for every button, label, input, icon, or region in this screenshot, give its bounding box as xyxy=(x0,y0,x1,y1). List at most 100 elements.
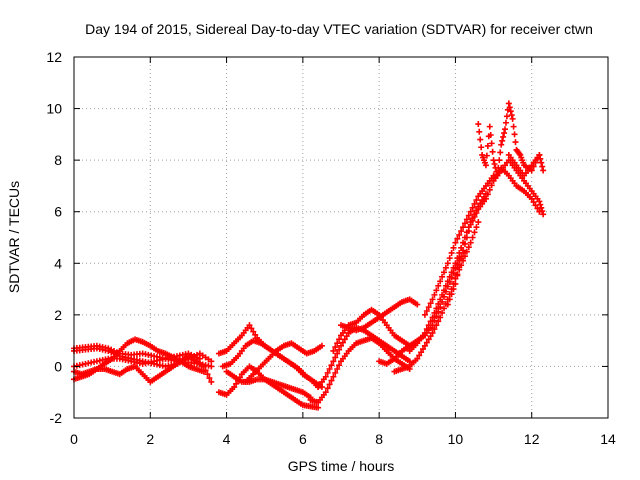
data-point xyxy=(498,141,505,148)
data-point xyxy=(431,309,438,316)
y-axis-label: SDTVAR / TECUs xyxy=(6,181,22,293)
data-point xyxy=(233,380,240,387)
data-point xyxy=(505,100,512,107)
data-point xyxy=(454,235,461,242)
data-point xyxy=(425,304,432,311)
data-point xyxy=(450,244,457,251)
data-point xyxy=(491,161,498,168)
data-point xyxy=(490,157,497,164)
data-point xyxy=(456,249,463,256)
data-point xyxy=(336,362,343,369)
data-point xyxy=(324,369,331,376)
data-point xyxy=(539,208,546,215)
data-point xyxy=(488,140,495,147)
x-tick-label: 8 xyxy=(375,431,383,447)
data-point xyxy=(452,260,459,267)
data-point xyxy=(431,326,438,333)
series-track-8 xyxy=(219,337,325,391)
data-point xyxy=(425,322,432,329)
data-point xyxy=(414,355,421,362)
data-point xyxy=(334,340,341,347)
data-point xyxy=(423,326,430,333)
data-point xyxy=(200,363,207,370)
data-point xyxy=(433,322,440,329)
data-point xyxy=(250,328,257,335)
data-point xyxy=(467,239,474,246)
data-point xyxy=(322,389,329,396)
data-point xyxy=(341,336,348,343)
data-point xyxy=(322,373,329,380)
data-point xyxy=(528,195,535,202)
data-point xyxy=(538,159,545,166)
data-point xyxy=(446,296,453,303)
data-point xyxy=(420,346,427,353)
x-tick-label: 14 xyxy=(600,431,616,447)
data-point xyxy=(421,311,428,318)
data-point xyxy=(427,300,434,307)
data-point xyxy=(315,404,322,411)
data-point xyxy=(465,244,472,251)
data-point xyxy=(456,231,463,238)
data-point xyxy=(509,115,516,122)
series-track-10 xyxy=(223,368,314,401)
data-point xyxy=(231,384,238,391)
data-point xyxy=(429,296,436,303)
data-point xyxy=(448,269,455,276)
data-point xyxy=(330,373,337,380)
data-point xyxy=(439,309,446,316)
chart-title: Day 194 of 2015, Sidereal Day-to-day VTE… xyxy=(85,21,593,37)
data-point xyxy=(326,381,333,388)
data-point xyxy=(501,130,508,137)
data-point xyxy=(444,301,451,308)
data-point xyxy=(204,371,211,378)
data-point xyxy=(208,378,215,385)
data-point xyxy=(444,278,451,285)
x-tick-label: 6 xyxy=(299,431,307,447)
y-tick-label: 10 xyxy=(46,101,62,117)
data-point xyxy=(478,144,485,151)
data-point xyxy=(448,291,455,298)
data-point xyxy=(338,342,344,349)
data-point xyxy=(471,229,478,236)
data-point xyxy=(489,148,496,155)
data-point xyxy=(416,352,423,359)
data-point xyxy=(512,139,519,146)
data-point xyxy=(452,239,459,246)
y-tick-labels: -2 0 2 4 6 8 10 12 xyxy=(46,49,62,426)
data-point xyxy=(406,358,413,365)
y-tick-label: 2 xyxy=(54,307,62,323)
y-tick-label: 6 xyxy=(54,204,62,220)
data-point xyxy=(458,228,465,235)
axis-ticks xyxy=(73,56,609,419)
data-point xyxy=(421,342,428,349)
data-point xyxy=(437,278,444,285)
data-point xyxy=(423,307,430,314)
data-point xyxy=(450,264,457,271)
data-point xyxy=(477,136,484,143)
data-point xyxy=(429,314,436,321)
data-point xyxy=(336,336,343,343)
data-point xyxy=(460,224,467,231)
data-point xyxy=(442,282,449,289)
y-tick-label: -2 xyxy=(50,410,63,426)
data-point xyxy=(206,375,213,382)
data-point xyxy=(437,314,444,321)
data-point xyxy=(461,240,468,247)
plot-frame xyxy=(73,56,609,419)
data-point xyxy=(196,355,203,362)
x-axis-label: GPS time / hours xyxy=(288,458,395,474)
x-tick-label: 2 xyxy=(146,431,154,447)
y-tick-label: 8 xyxy=(54,152,62,168)
data-point xyxy=(423,339,430,346)
data-point xyxy=(440,287,447,294)
x-tick-labels: 0 2 4 6 8 10 12 14 xyxy=(70,431,616,447)
data-point xyxy=(507,108,514,115)
data-point xyxy=(467,208,474,215)
data-points xyxy=(71,100,547,411)
data-point xyxy=(465,228,472,235)
series-track-20 xyxy=(475,100,547,179)
series-track-14 xyxy=(338,296,421,334)
data-point xyxy=(440,305,447,312)
data-point xyxy=(440,269,447,276)
data-point xyxy=(538,204,545,211)
